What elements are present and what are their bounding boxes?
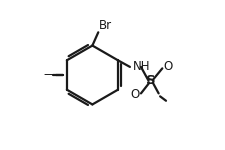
Text: O: O bbox=[130, 88, 139, 101]
Text: S: S bbox=[146, 74, 155, 87]
Text: Br: Br bbox=[99, 19, 112, 32]
Text: O: O bbox=[163, 60, 172, 73]
Text: —: — bbox=[43, 69, 55, 81]
Text: NH: NH bbox=[132, 60, 150, 73]
